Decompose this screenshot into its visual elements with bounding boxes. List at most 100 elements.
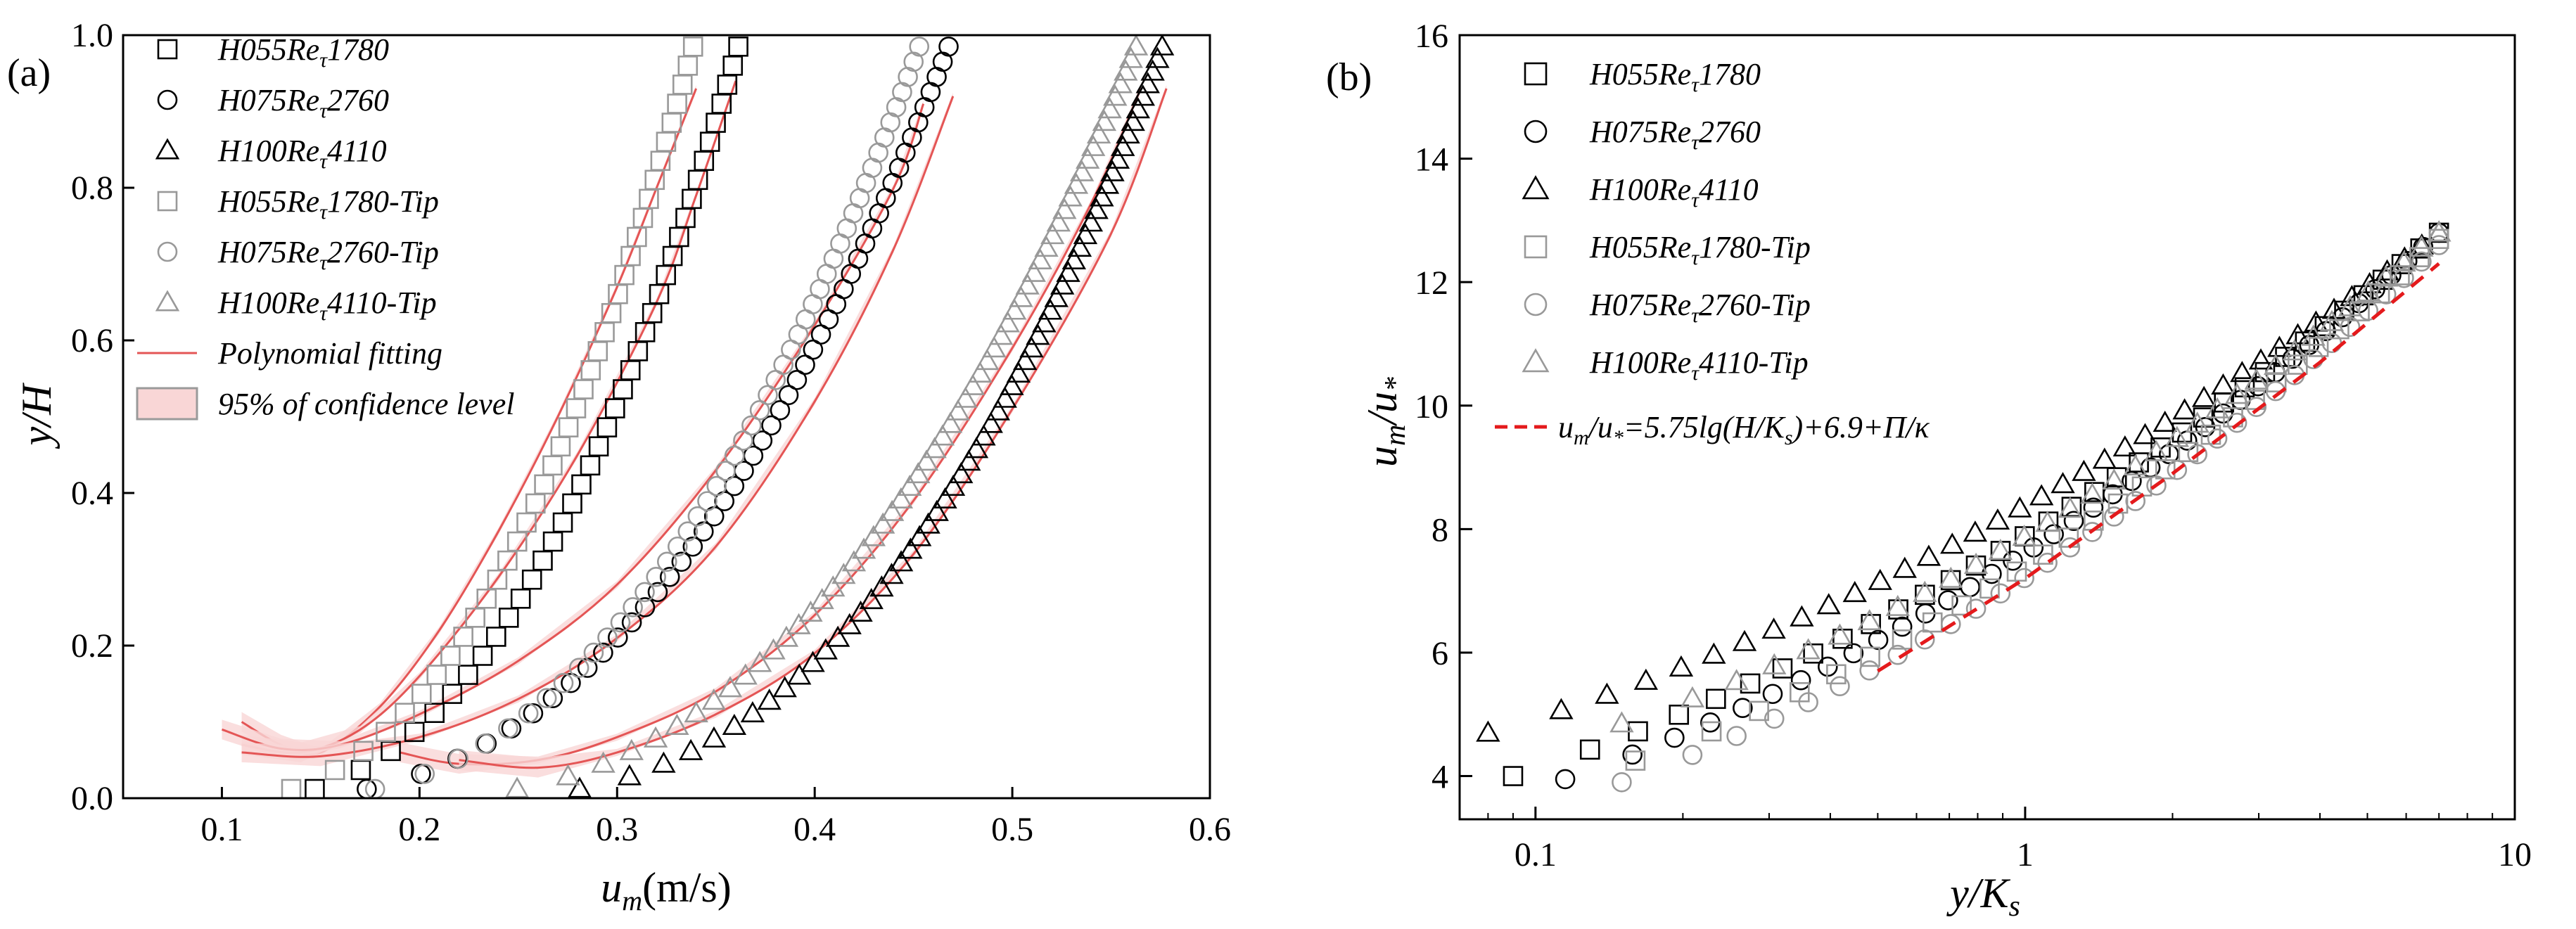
log-law-line — [1877, 262, 2440, 673]
data-point — [487, 569, 508, 590]
data-point — [458, 665, 478, 685]
data-point — [1979, 578, 2000, 599]
data-point — [2207, 428, 2228, 449]
data-point — [978, 411, 1003, 433]
data-point — [597, 627, 618, 648]
data-point — [2230, 361, 2255, 383]
data-point — [825, 625, 850, 647]
data-point — [922, 437, 947, 459]
data-point — [324, 760, 345, 781]
data-point — [772, 676, 797, 698]
data-point — [552, 512, 573, 533]
data-point — [665, 713, 689, 736]
data-point — [938, 411, 963, 433]
data-point — [593, 642, 613, 663]
data-point — [1084, 198, 1109, 219]
data-point — [2014, 568, 2034, 589]
data-point — [995, 311, 1020, 333]
data-point — [2394, 267, 2414, 288]
data-point — [909, 36, 930, 57]
data-point — [722, 713, 747, 736]
data-point — [2035, 511, 2060, 532]
data-point — [1111, 134, 1135, 156]
data-point — [476, 588, 497, 609]
data-point — [553, 672, 574, 693]
data-point — [2003, 550, 2023, 571]
data-point — [2301, 324, 2326, 346]
data-point — [498, 718, 518, 739]
data-point — [1092, 110, 1117, 132]
data-point — [542, 455, 563, 476]
data-point — [715, 461, 736, 481]
data-point — [1762, 653, 1787, 674]
data-point — [2205, 397, 2230, 418]
data-point — [706, 475, 727, 496]
data-point — [498, 608, 519, 628]
data-point — [770, 400, 791, 421]
data-point — [350, 760, 371, 781]
data-point — [1009, 286, 1033, 307]
data-point — [1028, 248, 1052, 269]
data-point — [798, 600, 823, 622]
data-point — [2319, 309, 2345, 331]
data-point — [761, 638, 786, 660]
panel-b-ytick-label: 10 — [1415, 388, 1448, 425]
data-point — [1790, 669, 1811, 691]
data-point — [2185, 411, 2210, 433]
data-point — [1796, 638, 1821, 660]
data-point — [1885, 594, 1910, 616]
data-point — [1960, 577, 1981, 598]
data-point — [924, 499, 949, 521]
data-point — [898, 537, 923, 559]
data-point — [774, 625, 799, 647]
data-point — [1939, 566, 1963, 588]
data-point — [566, 398, 587, 418]
data-point — [1064, 172, 1089, 194]
legend-label: H075Reτ2760 — [1589, 115, 1761, 154]
data-point — [523, 703, 544, 724]
data-point — [2153, 410, 2177, 432]
data-point — [1669, 655, 1694, 677]
panel-a-series — [567, 34, 1175, 798]
data-point — [786, 369, 808, 390]
data-point — [667, 536, 688, 557]
panel-a-chart: (a) 0.1 0.2 0.3 0.4 0.5 0.6 0.0 0.2 0.4 0.6 0.8 1.0… — [7, 17, 1231, 916]
data-point — [1826, 664, 1847, 685]
data-point — [465, 608, 485, 628]
data-point — [1680, 686, 1705, 707]
data-point — [682, 536, 703, 557]
data-point — [2244, 368, 2269, 390]
data-point — [2112, 435, 2138, 457]
panel-a-ticks: 0.1 0.2 0.3 0.4 0.5 0.6 0.0 0.2 0.4 0.6 0.8 1.0 — [71, 17, 1231, 848]
data-point — [677, 56, 699, 76]
data-point — [671, 551, 692, 572]
data-point — [1476, 720, 1500, 742]
data-point — [1595, 682, 1619, 704]
data-point — [831, 563, 856, 584]
data-point — [1118, 46, 1143, 68]
data-point — [2375, 259, 2399, 281]
data-point — [778, 385, 799, 406]
data-point — [567, 776, 592, 798]
data-point — [2224, 383, 2250, 404]
data-point — [2080, 482, 2105, 504]
legend-label: H075Reτ2760-Tip — [1589, 288, 1811, 327]
data-point — [2144, 440, 2169, 461]
data-point — [1985, 508, 2010, 530]
legend-label: H055Reτ1780-Tip — [1589, 230, 1811, 269]
data-point — [1050, 273, 1075, 295]
panel-a-legend: H055Reτ1780 H075Reτ2760 H100Reτ4110 H055Reτ… — [136, 32, 514, 421]
data-point — [504, 776, 530, 798]
panel-a-ytick-label: 0.8 — [71, 169, 113, 207]
panel-a-ytick-label: 0.4 — [71, 475, 113, 512]
data-point — [1549, 698, 1574, 719]
data-point — [1803, 643, 1823, 664]
data-point — [646, 567, 667, 587]
data-point — [687, 506, 708, 527]
data-point — [861, 525, 886, 546]
panel-a-xlabel: um(m/s) — [601, 864, 732, 916]
data-point — [733, 663, 758, 685]
data-point — [1916, 544, 1941, 566]
data-point — [556, 764, 580, 786]
